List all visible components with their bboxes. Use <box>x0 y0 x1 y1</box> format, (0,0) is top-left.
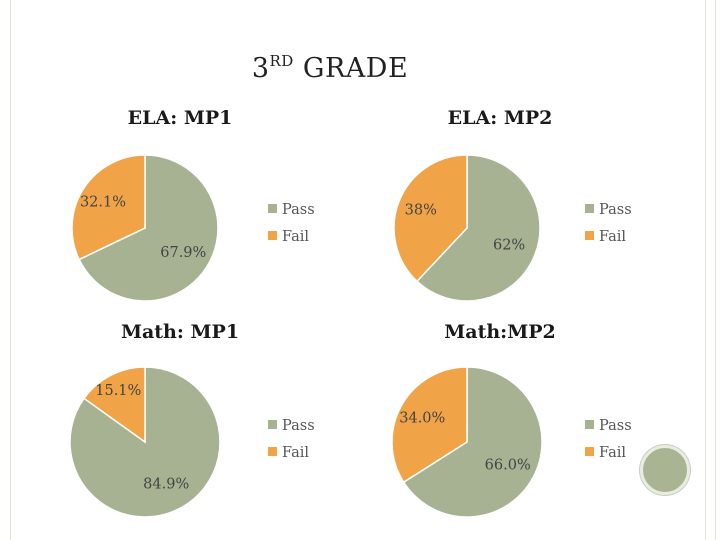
slice-label-fail: 15.1% <box>95 383 141 399</box>
pie-slice-fail <box>391 366 468 484</box>
slice-label-fail: 32.1% <box>80 195 126 211</box>
legend-label-fail: Fail <box>599 229 626 245</box>
legend-label-pass: Pass <box>599 418 632 434</box>
pie-slice-pass <box>402 366 543 518</box>
legend-swatch-pass <box>268 420 277 429</box>
pie-slice-fail <box>83 366 146 444</box>
slide-title-text: GRADE <box>293 53 409 84</box>
pie-chart-2: ELA: MP2 62% 38% Pass Fail <box>393 107 632 302</box>
legend-label-fail: Fail <box>282 229 309 245</box>
pie-chart-4: Math:MP2 66.0% 34.0% Pass Fail <box>391 321 632 518</box>
slice-label-pass: 67.9% <box>160 245 206 261</box>
legend-label-pass: Pass <box>282 202 315 218</box>
chart-title: Math:MP2 <box>444 321 556 343</box>
legend-label-pass: Pass <box>282 418 315 434</box>
pie-chart-1: ELA: MP1 67.9% 32.1% Pass Fail <box>71 107 315 302</box>
pie-slice-pass <box>78 154 219 302</box>
slide-title: 3RD GRADE <box>0 52 660 84</box>
slice-label-fail: 34.0% <box>399 410 445 426</box>
slice-label-pass: 62% <box>493 238 525 254</box>
legend-swatch-fail <box>585 447 594 456</box>
pie-slice-fail <box>393 154 468 283</box>
pie-chart-3: Math: MP1 84.9% 15.1% Pass Fail <box>69 321 315 518</box>
legend-swatch-fail <box>585 231 594 240</box>
legend-swatch-pass <box>585 204 594 213</box>
legend-swatch-pass <box>585 420 594 429</box>
chart-title: ELA: MP2 <box>448 107 553 129</box>
legend-swatch-fail <box>268 447 277 456</box>
chart-title: ELA: MP1 <box>128 107 233 129</box>
pie-slice-fail <box>71 154 146 261</box>
legend-swatch-fail <box>268 231 277 240</box>
slide-title-superscript: RD <box>269 52 294 70</box>
chart-title: Math: MP1 <box>121 321 239 343</box>
legend-swatch-pass <box>268 204 277 213</box>
slice-label-pass: 66.0% <box>485 457 531 473</box>
decorative-circle <box>640 445 690 495</box>
slice-label-fail: 38% <box>405 203 437 219</box>
pie-slice-pass <box>415 154 541 302</box>
legend-label-fail: Fail <box>599 445 626 461</box>
slide-frame-outer-line <box>715 0 716 540</box>
slide-title-number: 3 <box>251 53 270 84</box>
legend-label-fail: Fail <box>282 445 309 461</box>
legend-label-pass: Pass <box>599 202 632 218</box>
slice-label-pass: 84.9% <box>143 476 189 492</box>
